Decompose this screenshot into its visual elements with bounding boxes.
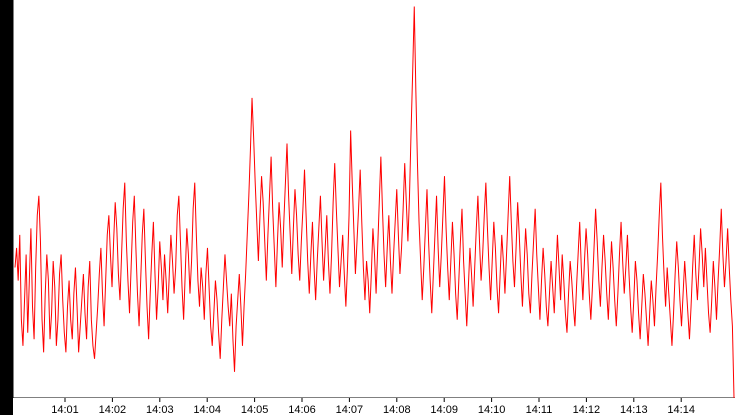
x-tick-label: 14:06 (288, 404, 316, 415)
y-tick-label: 36 (1, 157, 13, 169)
x-tick-label: 14:04 (193, 404, 221, 415)
x-tick-label: 14:11 (526, 404, 553, 415)
x-tick-label: 14:10 (478, 404, 506, 415)
x-tick-label: 14:09 (430, 404, 458, 415)
y-tick-label: 30 (1, 196, 13, 208)
plot-area (13, 0, 735, 398)
y-tick-label: 61 (1, 0, 13, 12)
x-tick-label: 14:05 (241, 404, 269, 415)
x-tick-label: 14:02 (99, 404, 127, 415)
y-tick-label: 18 (1, 274, 13, 286)
y-tick-label: 6 (1, 356, 13, 362)
y-tick-label: 48 (1, 79, 13, 91)
series-line (14, 6, 735, 399)
x-tick-label: 14:14 (667, 404, 695, 415)
x-tick-label: 14:03 (146, 404, 174, 415)
x-tick-label: 14:13 (620, 404, 648, 415)
y-tick-label: 12 (1, 314, 13, 326)
x-tick-label: 14:07 (336, 404, 364, 415)
x-tick-label: 14:08 (383, 404, 411, 415)
y-axis: 0 6 12 18 24 30 36 42 48 54 61 (1, 0, 14, 400)
y-tick-label: 0 (1, 394, 13, 400)
x-tick-label: 14:01 (51, 404, 79, 415)
y-tick-label: 42 (1, 118, 13, 130)
x-tick-label: 14:12 (573, 404, 601, 415)
x-axis-band (13, 398, 735, 415)
y-tick-label: 54 (1, 40, 13, 52)
x-axis: 14:01 14:02 14:03 14:04 14:05 14:06 14:07 14:08… (13, 397, 735, 415)
y-tick-label: 24 (1, 235, 13, 247)
